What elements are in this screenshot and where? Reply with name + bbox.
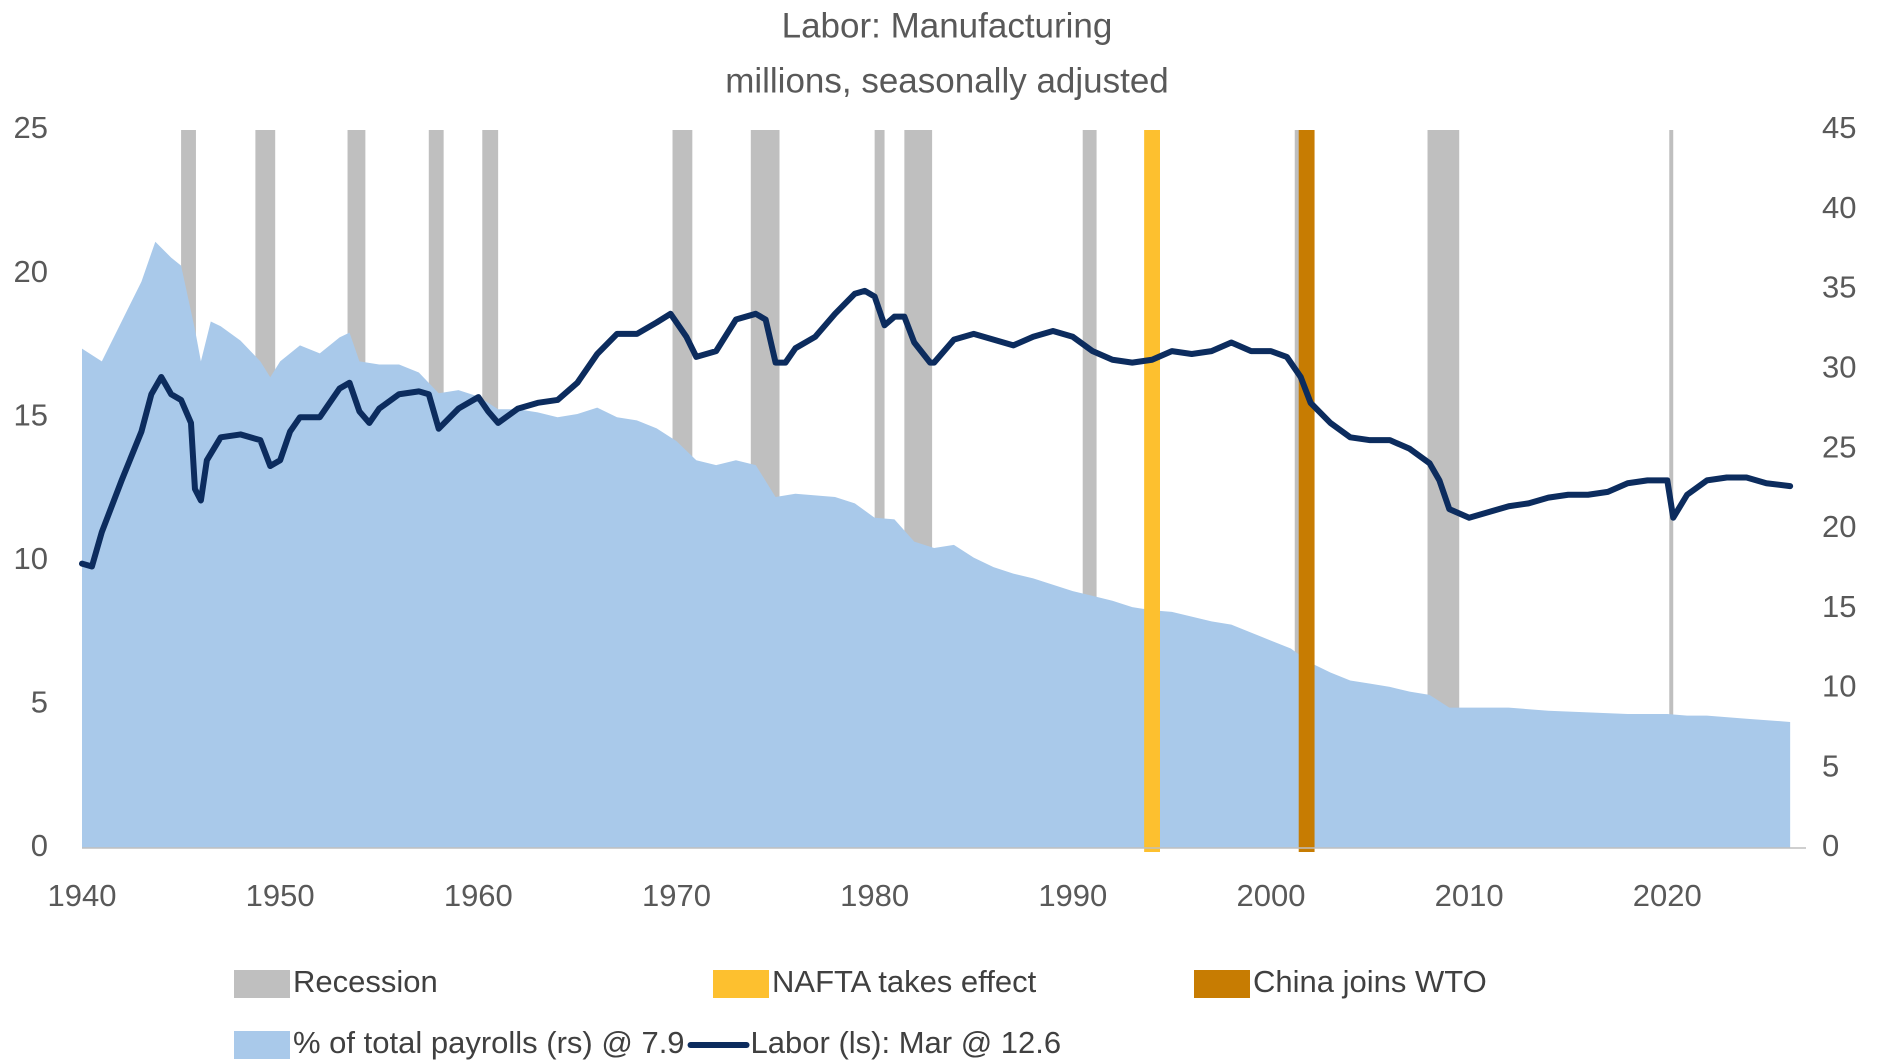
legend: Recession NAFTA takes effect China joins W… [234, 964, 1487, 1060]
x-tick-label: 1990 [1038, 878, 1107, 913]
x-tick-label: 2000 [1236, 878, 1305, 913]
line-layer [79, 287, 1794, 570]
legend-swatch [234, 1031, 290, 1059]
y2-tick-label: 10 [1822, 669, 1856, 704]
legend-label: Recession [293, 964, 438, 999]
legend-label: NAFTA takes effect [772, 964, 1037, 999]
y2-tick-label: 5 [1822, 748, 1839, 783]
legend-swatch [234, 970, 290, 998]
chart-title: Labor: Manufacturing [782, 6, 1113, 45]
y2-tick-label: 0 [1822, 828, 1839, 863]
axes-layer: 1940 1950 1960 1970 1980 1990 2000 2010 20200510… [14, 110, 1857, 913]
band [874, 130, 885, 848]
line [79, 287, 1794, 570]
x-tick-label: 1960 [444, 878, 513, 913]
y2-tick-label: 15 [1822, 589, 1856, 624]
x-tick-label: 1950 [246, 878, 315, 913]
y-tick-label: 20 [14, 254, 48, 289]
y2-tick-label: 40 [1822, 190, 1856, 225]
y-tick-label: 25 [14, 110, 48, 145]
legend-label: % of total payrolls (rs) @ 7.9 [293, 1025, 685, 1060]
area-layer [82, 241, 1791, 848]
area [82, 241, 1791, 848]
legend-swatch [1194, 970, 1250, 998]
band [1298, 130, 1315, 852]
y-tick-label: 15 [14, 397, 48, 432]
y2-tick-label: 25 [1822, 429, 1856, 464]
x-tick-label: 1980 [840, 878, 909, 913]
legend-label: China joins WTO [1253, 964, 1487, 999]
y2-tick-label: 35 [1822, 270, 1856, 305]
y2-tick-label: 45 [1822, 110, 1856, 145]
band [1144, 130, 1160, 852]
y-tick-label: 0 [31, 828, 48, 863]
legend-swatch [713, 970, 769, 998]
front-layer [1144, 130, 1315, 852]
x-tick-label: 1970 [642, 878, 711, 913]
y-tick-label: 10 [14, 541, 48, 576]
x-tick-label: 2010 [1435, 878, 1504, 913]
x-tick-label: 1940 [48, 878, 117, 913]
y2-tick-label: 30 [1822, 350, 1856, 385]
y-tick-label: 5 [31, 685, 48, 720]
legend-label: Labor (ls): Mar @ 12.6 [751, 1025, 1062, 1060]
y2-tick-label: 20 [1822, 509, 1856, 544]
chart-subtitle: millions, seasonally adjusted [725, 61, 1169, 100]
x-tick-label: 2020 [1633, 878, 1702, 913]
